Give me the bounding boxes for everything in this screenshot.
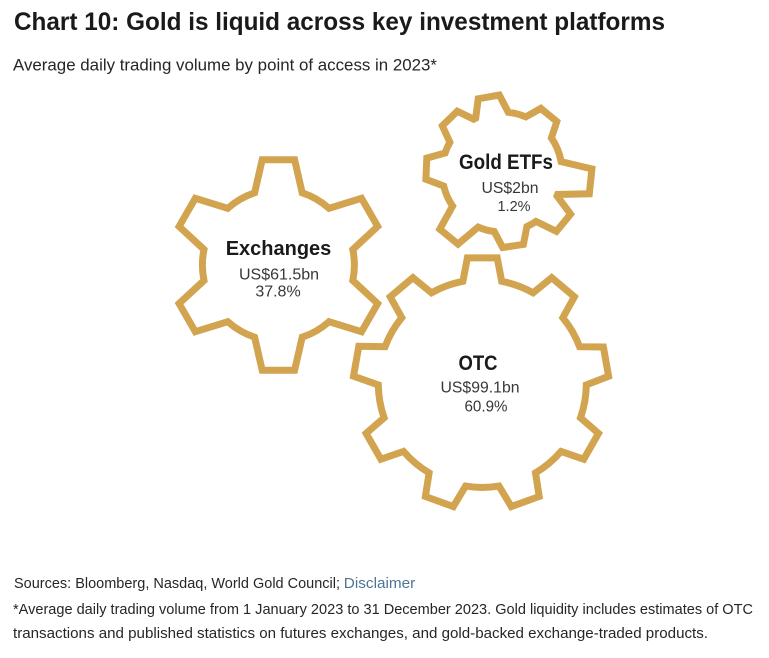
svg-text:US$2bn: US$2bn (482, 180, 539, 197)
svg-text:Sources: Bloomberg, Nasdaq, Wo: Sources: Bloomberg, Nasdaq, World Gold C… (14, 575, 340, 592)
svg-text:Disclaimer: Disclaimer (344, 575, 416, 592)
svg-text:Chart 10: Gold is liquid acros: Chart 10: Gold is liquid across key inve… (14, 8, 665, 36)
svg-text:37.8%: 37.8% (255, 284, 300, 301)
svg-text:60.9%: 60.9% (465, 399, 508, 416)
svg-text:Exchanges: Exchanges (226, 238, 332, 260)
svg-text:transactions and published sta: transactions and published statistics on… (13, 625, 708, 642)
svg-text:US$99.1bn: US$99.1bn (441, 380, 520, 397)
svg-text:1.2%: 1.2% (498, 198, 531, 215)
svg-text:Average daily trading volume b: Average daily trading volume by point of… (13, 56, 437, 75)
svg-text:OTC: OTC (459, 352, 498, 375)
svg-text:Gold ETFs: Gold ETFs (459, 151, 553, 174)
svg-text:*Average daily trading volume: *Average daily trading volume from 1 Jan… (13, 601, 753, 618)
svg-text:US$61.5bn: US$61.5bn (239, 267, 319, 284)
